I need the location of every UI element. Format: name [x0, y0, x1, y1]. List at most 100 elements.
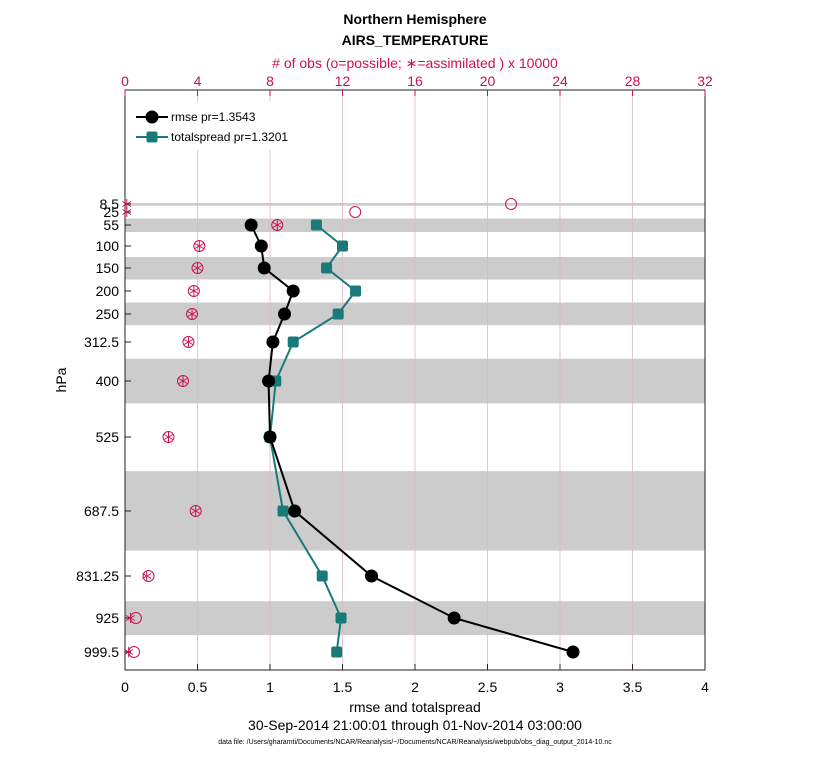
totalspread-point [331, 646, 343, 658]
obs-assimilated-marker [183, 337, 194, 347]
rmse-point [263, 430, 277, 444]
x-tick-label: 4 [701, 679, 709, 695]
legend-spread-label: totalspread pr=1.3201 [171, 130, 288, 144]
asterisk-stroke [191, 508, 201, 514]
obs-possible-marker [271, 219, 284, 231]
totalspread-point [321, 262, 333, 274]
y-tick-label: 150 [96, 260, 120, 276]
obs-possible-marker [177, 375, 189, 387]
obs-assimilated-marker [124, 647, 134, 657]
obs-assimilated-marker [122, 207, 132, 217]
asterisk-stroke [192, 265, 203, 271]
asterisk-stroke [187, 311, 197, 317]
top-tick-label: 16 [407, 73, 423, 89]
data-file-footnote: data file: /Users/gharamti/Documents/NCA… [218, 739, 612, 746]
totalspread-point [287, 336, 299, 348]
rmse-point [262, 374, 276, 388]
top-tick-label: 28 [625, 73, 641, 89]
asterisk-stroke [124, 649, 134, 655]
obs-possible-marker [142, 570, 155, 582]
obs-assimilated-marker [178, 376, 188, 386]
totalspread-point [316, 570, 328, 582]
y-tick-label: 400 [96, 373, 120, 389]
obs-assimilated-marker [194, 241, 204, 251]
obs-possible-marker [191, 262, 204, 274]
y-tick-label: 8.5 [100, 196, 120, 212]
totalspread-point [350, 285, 362, 297]
totalspread-point [332, 308, 344, 320]
y-tick-label: 831.25 [76, 568, 119, 584]
obs-assimilated-marker [189, 286, 199, 296]
rmse-line [250, 224, 574, 653]
rmse-point [266, 335, 280, 349]
rmse-point [286, 284, 300, 298]
asterisk-stroke [272, 222, 282, 228]
asterisk-stroke [194, 243, 204, 249]
obs-assimilated-marker [192, 263, 203, 273]
legend-rmse-label: rmse pr=1.3543 [171, 110, 256, 124]
y-tick-label: 25 [103, 204, 119, 220]
y-tick-label: 687.5 [84, 503, 119, 519]
y-tick-label: 925 [96, 610, 120, 626]
gridlines [197, 90, 633, 670]
series-lines [244, 218, 580, 659]
y-tick-label: 250 [96, 306, 120, 322]
asterisk-stroke [125, 615, 136, 621]
top-axis-label: # of obs (o=possible; ∗=assimilated ) x … [272, 55, 558, 71]
obs-possible-marker [349, 206, 362, 218]
y-tick-label: 999.5 [84, 644, 119, 660]
x-tick-label: 1.5 [333, 679, 353, 695]
bottom-axis-ticks: 0 0.5 1 1.5 2 2.5 3 3.5 4 [121, 664, 709, 695]
series-rmse [244, 218, 580, 659]
date-range: 30-Sep-2014 21:00:01 through 01-Nov-2014… [248, 717, 582, 733]
x-tick-label: 2 [411, 679, 419, 695]
obs-possible-marker [505, 198, 518, 210]
rmse-point [288, 504, 302, 518]
y-tick-label: 525 [96, 429, 120, 445]
x-tick-label: 3.5 [623, 679, 643, 695]
obs-assimilated-marker [142, 571, 152, 581]
y-tick-label: 55 [103, 217, 119, 233]
x-tick-label: 2.5 [478, 679, 498, 695]
asterisk-stroke [142, 573, 152, 579]
top-tick-label: 4 [194, 73, 202, 89]
obs-assimilated-marker [163, 432, 174, 442]
totalspread-point [337, 240, 348, 252]
obs-assimilated-marker [191, 506, 201, 516]
asterisk-stroke [122, 209, 132, 215]
asterisk-stroke [178, 378, 188, 384]
totalspread-point [335, 612, 347, 624]
chart-subtitle: AIRS_TEMPERATURE [342, 32, 489, 48]
top-tick-label: 0 [121, 73, 129, 89]
top-tick-label: 8 [266, 73, 274, 89]
totalspread-point [310, 219, 322, 231]
obs-possible-marker [186, 308, 199, 320]
top-axis-ticks: 0 4 8 12 16 20 24 28 32 [121, 73, 713, 96]
obs-possible-marker [162, 431, 175, 443]
asterisk-stroke [183, 339, 194, 345]
obs-markers [122, 198, 518, 658]
legend-spread-marker [146, 131, 158, 143]
obs-possible-marker [189, 505, 202, 517]
rmse-point [447, 611, 461, 625]
y-axis-label: hPa [53, 367, 69, 392]
obs-assimilated-marker [125, 613, 136, 623]
top-tick-label: 12 [335, 73, 351, 89]
x-tick-label: 0 [121, 679, 129, 695]
y-tick-label: 312.5 [84, 334, 119, 350]
rmse-point [278, 307, 291, 321]
x-axis-label: rmse and totalspread [349, 699, 481, 715]
legend: rmse pr=1.3543 totalspread pr=1.3201 [133, 102, 313, 150]
asterisk-stroke [122, 201, 132, 207]
legend-box [133, 102, 313, 150]
y-tick-label: 200 [96, 283, 120, 299]
rmse-point [257, 261, 271, 275]
obs-assimilated-marker [272, 220, 282, 230]
rmse-point [365, 569, 378, 583]
obs-assimilated-marker [187, 309, 197, 319]
x-tick-label: 3 [556, 679, 564, 695]
y-tick-label: 100 [96, 238, 120, 254]
obs-possible-marker [193, 240, 206, 252]
